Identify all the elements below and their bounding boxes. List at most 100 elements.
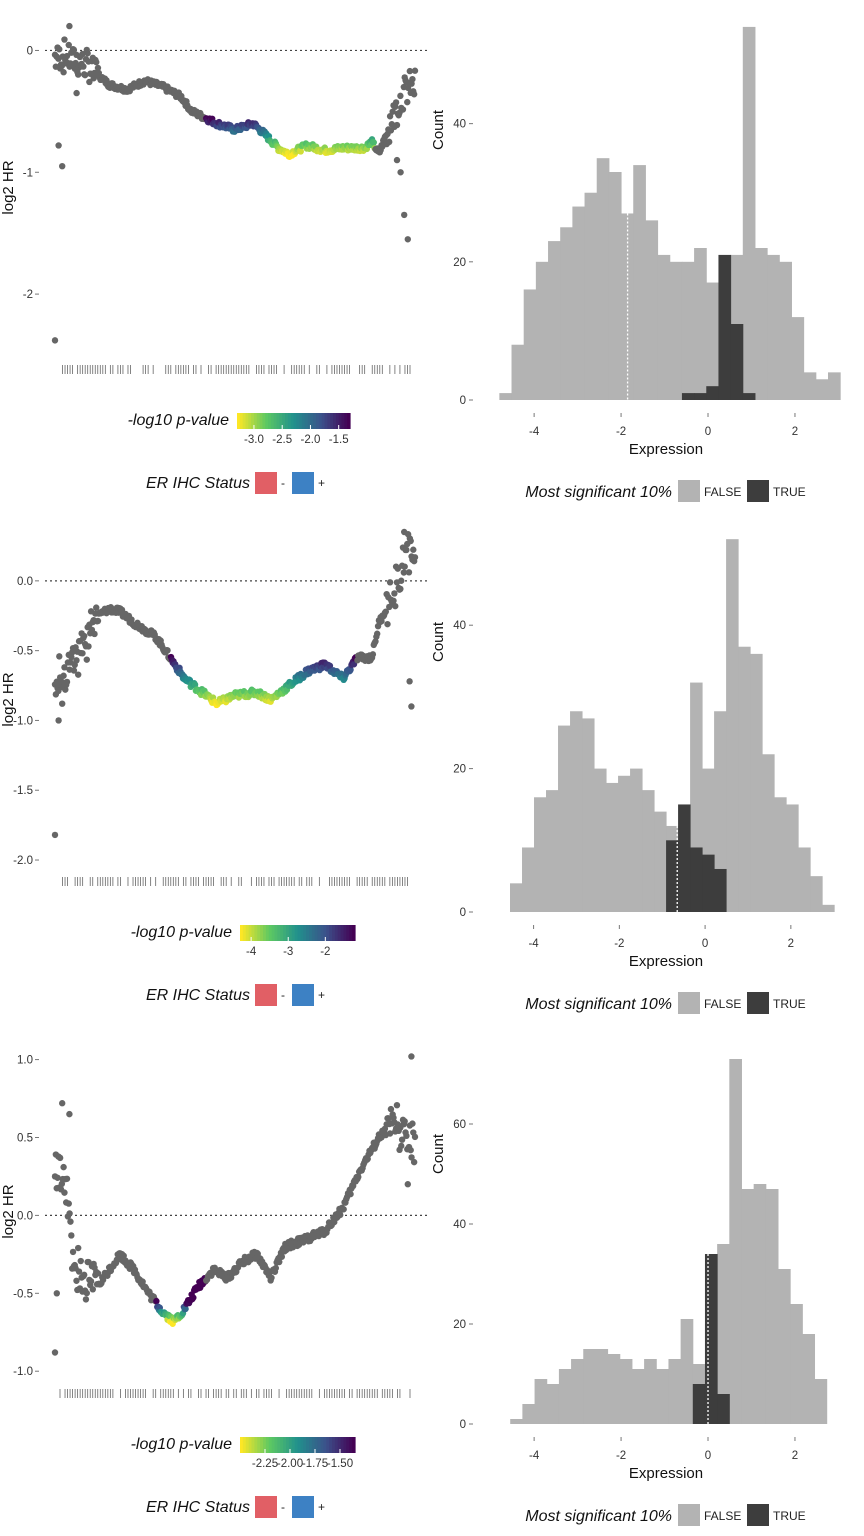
x-tick-label: 0 bbox=[705, 1450, 711, 1462]
data-point bbox=[68, 1232, 75, 1239]
colorbar-segment bbox=[306, 925, 310, 941]
colorbar-segment bbox=[291, 925, 296, 941]
pvalue-legend: -log10 p-value -2.25-2.00-1.75-1.50 bbox=[131, 1436, 356, 1470]
data-point bbox=[66, 22, 73, 30]
x-tick-label: 2 bbox=[788, 938, 794, 950]
data-point bbox=[411, 1133, 419, 1141]
data-point bbox=[404, 98, 411, 106]
bar-false bbox=[791, 317, 805, 400]
colorbar-segment bbox=[352, 1437, 356, 1453]
data-point bbox=[384, 620, 391, 628]
y-tick-label: 40 bbox=[453, 119, 466, 131]
colorbar-segment bbox=[317, 925, 322, 941]
data-point bbox=[397, 92, 404, 100]
er-positive-swatch bbox=[292, 472, 314, 494]
data-point bbox=[389, 108, 396, 115]
data-point bbox=[411, 67, 419, 74]
data-point bbox=[87, 1278, 95, 1285]
colorbar-segment bbox=[270, 413, 275, 429]
colorbar-segment bbox=[334, 1437, 339, 1453]
y-tick-label: 0.0 bbox=[17, 1210, 33, 1222]
data-point bbox=[79, 50, 86, 58]
bar-false bbox=[726, 539, 739, 912]
x-tick-label: -2 bbox=[616, 1450, 626, 1462]
data-point bbox=[139, 1278, 146, 1285]
significance-legend: Most significant 10% FALSE TRUE bbox=[525, 992, 806, 1014]
data-point bbox=[278, 1253, 286, 1260]
colorbar-segment bbox=[248, 925, 253, 941]
colorbar-segment bbox=[346, 925, 350, 941]
bar-true bbox=[717, 1394, 730, 1424]
data-point bbox=[51, 337, 59, 344]
bar-false bbox=[534, 1379, 548, 1424]
data-point bbox=[81, 632, 88, 640]
y-tick-label: -2.0 bbox=[13, 855, 33, 867]
colorbar-segment bbox=[283, 1437, 287, 1453]
colorbar-segment bbox=[237, 413, 241, 429]
colorbar-segment bbox=[280, 925, 284, 941]
y-tick-label: 60 bbox=[453, 1119, 466, 1131]
bar-false bbox=[582, 718, 595, 912]
data-point bbox=[405, 569, 413, 576]
bar-true bbox=[678, 804, 691, 912]
data-point bbox=[66, 1110, 73, 1118]
er-status-legend-title: ER IHC Status bbox=[146, 1499, 250, 1516]
bar-false bbox=[803, 372, 817, 400]
bar-false bbox=[717, 1244, 730, 1424]
data-point bbox=[404, 84, 412, 92]
data-point bbox=[94, 617, 102, 625]
colorbar-segment bbox=[324, 413, 328, 429]
data-point bbox=[340, 1206, 347, 1213]
bar-false bbox=[546, 1384, 560, 1424]
colorbar-segment bbox=[346, 1437, 350, 1453]
bar-false bbox=[523, 289, 537, 400]
bar-true bbox=[690, 847, 703, 912]
y-tick-label: 1.0 bbox=[17, 1055, 33, 1067]
expression-histogram-panel-1: 0 20 40 Count -4 -2 0 2 Expression Most significa… bbox=[430, 539, 835, 1014]
data-point bbox=[411, 554, 419, 561]
colorbar-segment bbox=[288, 925, 293, 941]
er-status-legend: ER IHC Status - + bbox=[146, 984, 325, 1006]
colorbar-segment bbox=[299, 413, 303, 429]
bar-false bbox=[790, 1304, 803, 1424]
bar-true bbox=[742, 393, 756, 400]
colorbar-segment bbox=[251, 1437, 255, 1453]
bar-false bbox=[814, 1379, 828, 1424]
colorbar-segment bbox=[280, 1437, 284, 1453]
data-point bbox=[268, 1274, 275, 1281]
x-tick-label: -4 bbox=[528, 938, 539, 950]
colorbar-segment bbox=[253, 413, 258, 429]
colorbar-segment bbox=[311, 1437, 316, 1453]
expression-histogram-panel-0: 0 20 40 Count -4 -2 0 2 Expression Most significa… bbox=[430, 26, 841, 502]
significance-legend-title: Most significant 10% bbox=[525, 1508, 672, 1525]
bar-false bbox=[815, 379, 829, 400]
bar-false bbox=[571, 1359, 584, 1424]
colorbar-segment bbox=[338, 413, 343, 429]
y-tick-label: 20 bbox=[453, 1319, 466, 1331]
significance-legend-title: Most significant 10% bbox=[525, 484, 672, 501]
data-point bbox=[54, 1174, 61, 1181]
colorbar-tick-label: -2.5 bbox=[272, 434, 292, 446]
data-point bbox=[153, 1297, 160, 1305]
colorbar-segment bbox=[265, 413, 269, 429]
data-point bbox=[59, 700, 66, 707]
data-point bbox=[73, 89, 80, 97]
data-point bbox=[85, 643, 92, 650]
x-axis-title: Expression bbox=[629, 1465, 703, 1482]
data-point bbox=[373, 630, 381, 637]
data-point bbox=[390, 597, 397, 605]
colorbar-segment bbox=[245, 413, 249, 429]
colorbar-segment bbox=[313, 413, 317, 429]
hr-scatter-panel-2: 1.0 0.5 0.0 -0.5 -1.0 log2 HR -log10 p-value -2… bbox=[0, 1053, 430, 1518]
colorbar-segment bbox=[337, 925, 342, 941]
colorbar-segment bbox=[279, 413, 283, 429]
colorbar-segment bbox=[321, 413, 326, 429]
bar-false bbox=[630, 768, 643, 912]
data-point bbox=[372, 638, 379, 645]
y-tick-label: -1.0 bbox=[13, 1366, 33, 1378]
bar-true bbox=[706, 386, 719, 400]
x-tick-label: -2 bbox=[614, 938, 624, 950]
colorbar-segment bbox=[314, 925, 319, 941]
data-point bbox=[61, 664, 68, 671]
colorbar-segment bbox=[323, 925, 327, 941]
